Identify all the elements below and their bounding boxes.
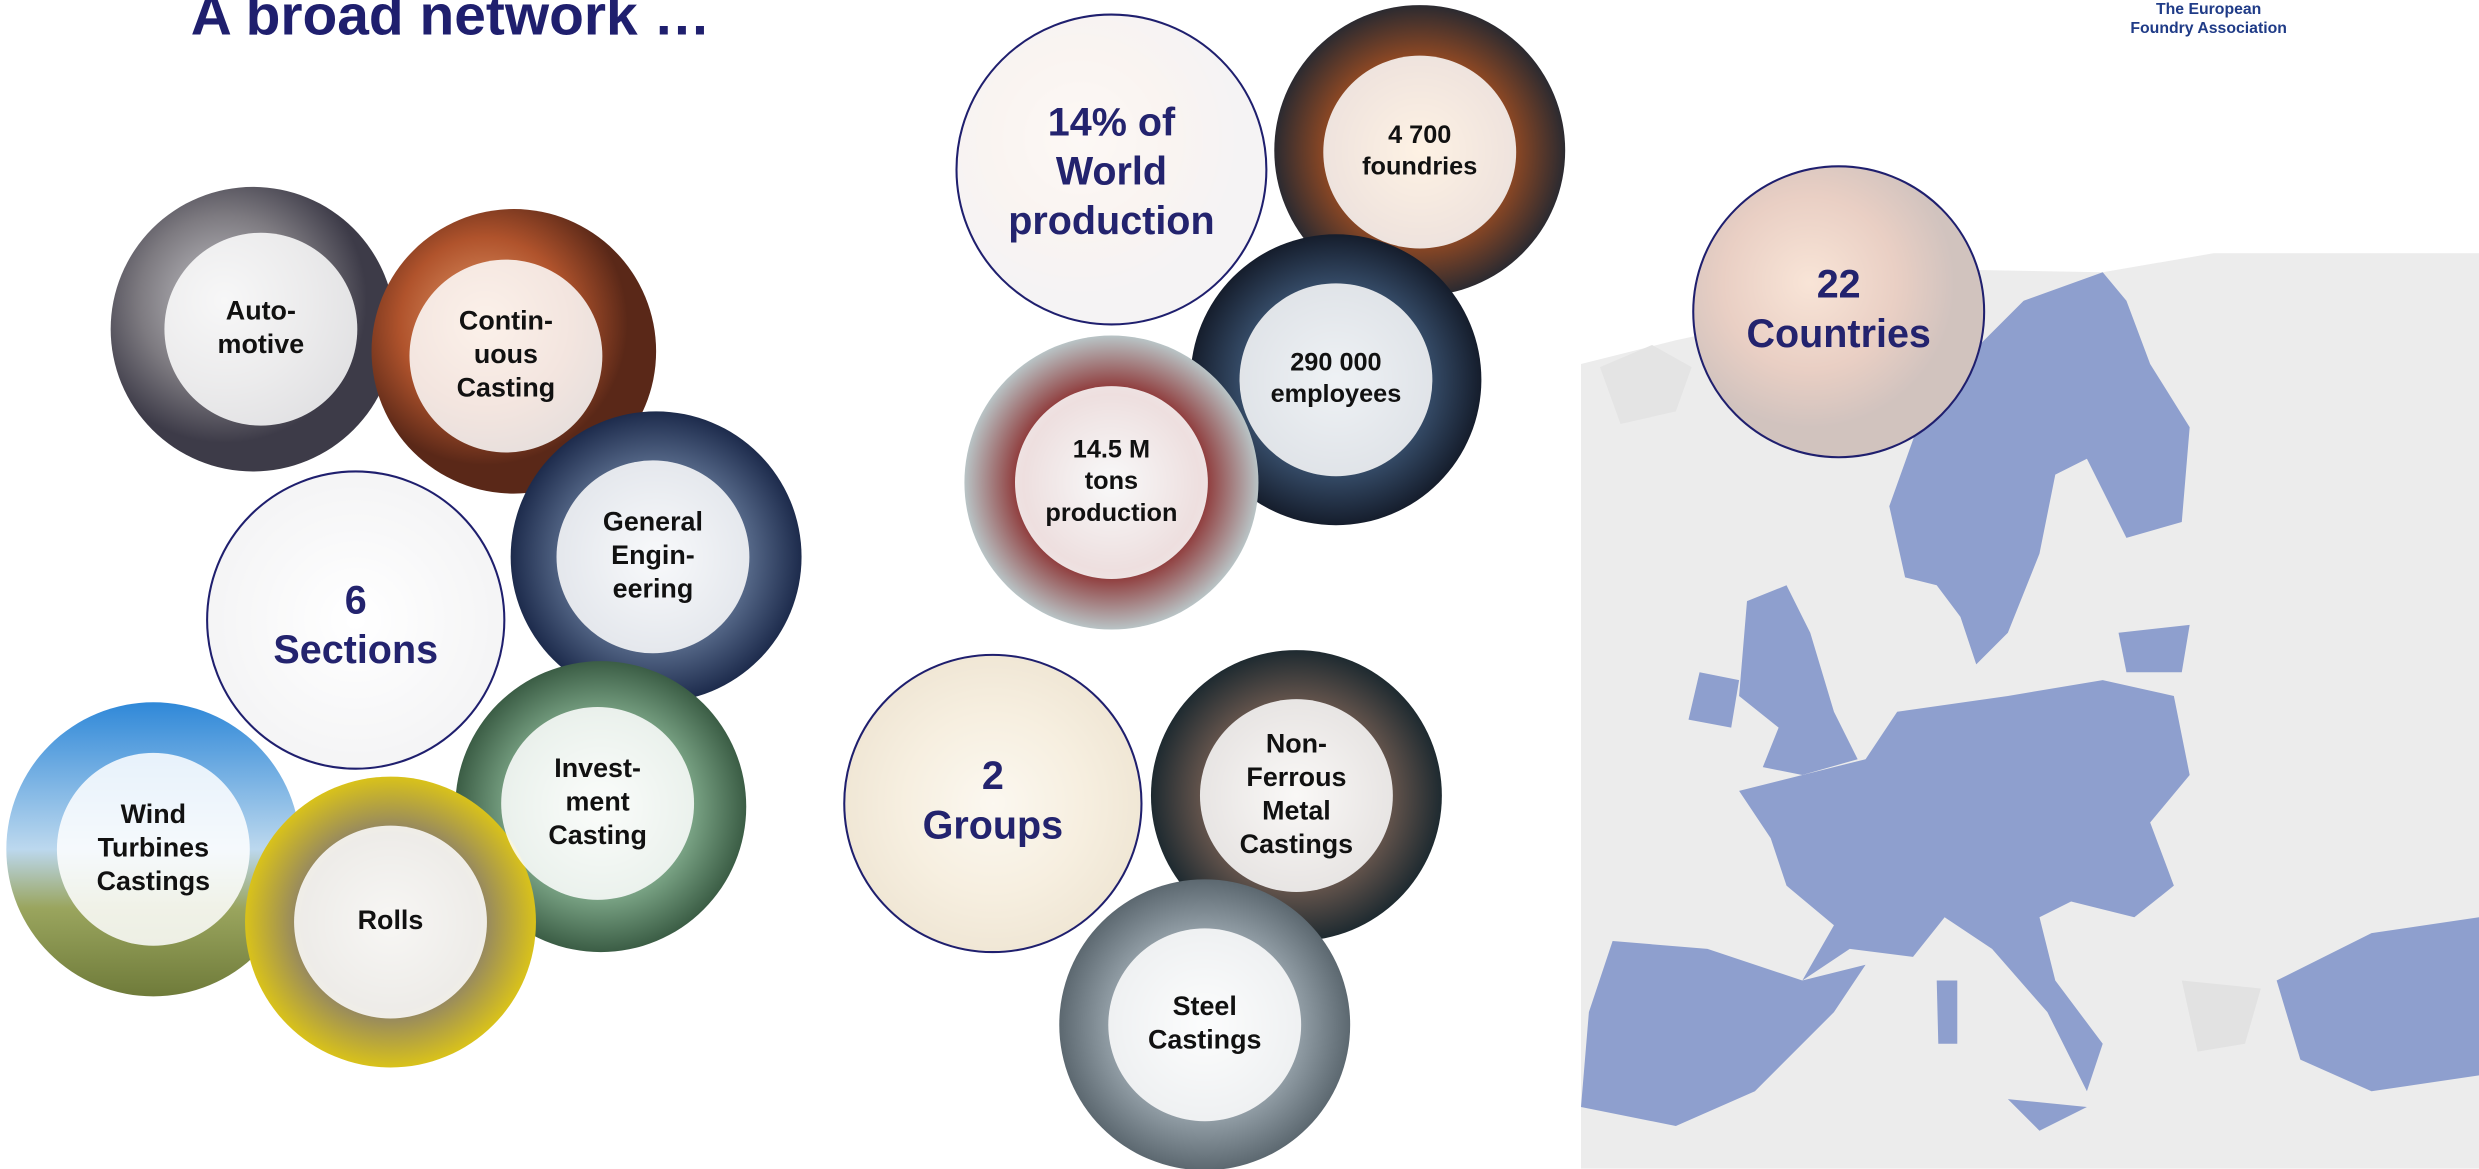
circle-label: Castings — [1240, 829, 1353, 859]
circle-label: 4 700 — [1388, 121, 1451, 149]
circle-label: General — [603, 506, 703, 536]
circle-label: 290 000 — [1290, 349, 1381, 377]
circle-label: Engin- — [611, 540, 695, 570]
circle-label: employees — [1271, 380, 1402, 408]
highlight-label: 6 — [345, 579, 367, 623]
highlight-label: 22 — [1817, 263, 1861, 307]
circle-label: tons — [1085, 467, 1138, 495]
circle-label: uous — [474, 339, 538, 369]
circle-label: Casting — [457, 373, 556, 403]
circle-label: foundries — [1362, 153, 1477, 181]
circle-label: Turbines — [98, 832, 209, 862]
highlight-label: production — [1008, 199, 1214, 243]
circle-label: Non- — [1266, 728, 1327, 758]
slide: Auto-motive Contin-uous Casting General Engi… — [0, 0, 2479, 1169]
circle-label: production — [1045, 499, 1177, 527]
circle-label: Wind — [121, 799, 186, 829]
highlight-label: 14% of — [1048, 100, 1176, 144]
highlight-label: World — [1056, 150, 1167, 194]
highlight-label: Sections — [273, 628, 438, 672]
page: {"header": {"title": "A broad network …"… — [0, 0, 2479, 1169]
circle-label: Invest- — [554, 753, 641, 783]
slide-title: A broad network … — [191, 0, 711, 47]
circle-label: Castings — [1148, 1025, 1261, 1055]
logo-text: Foundry Association — [2130, 20, 2287, 37]
circle-label: Ferrous — [1246, 762, 1346, 792]
highlight-label: Countries — [1746, 312, 1930, 356]
highlight-label: Groups — [923, 804, 1064, 848]
highlight-label: 2 — [982, 754, 1004, 798]
circle-label: Casting — [548, 820, 647, 850]
logo-text: The European — [2156, 1, 2261, 18]
circle-label: Auto- — [226, 295, 296, 325]
circle-label: ment — [566, 787, 630, 817]
circle-label: eering — [613, 574, 694, 604]
circle-label: Castings — [97, 866, 210, 896]
circle-label: Contin- — [459, 306, 553, 336]
circle-label: Metal — [1262, 795, 1331, 825]
circle-label: 14.5 M — [1073, 436, 1150, 464]
circle-label: motive — [218, 329, 305, 359]
circle-label: Rolls — [358, 905, 424, 935]
circle-label: Steel — [1173, 991, 1237, 1021]
